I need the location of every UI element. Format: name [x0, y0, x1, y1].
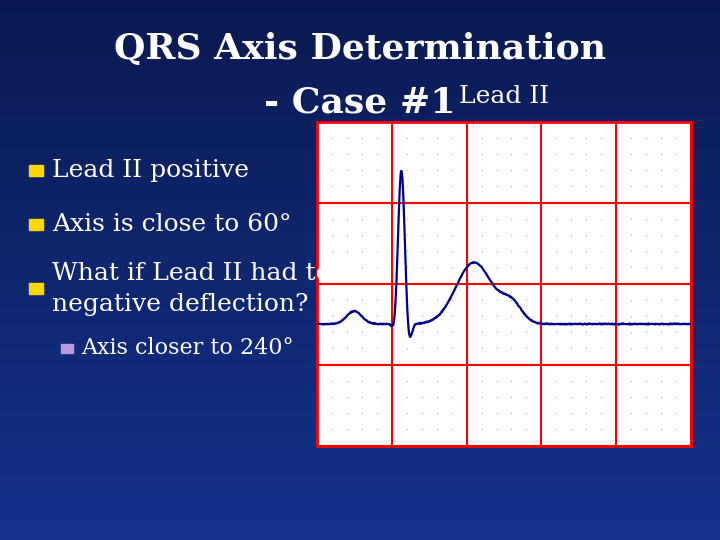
Text: Lead II: Lead II: [459, 85, 549, 108]
Text: Axis is close to 60°: Axis is close to 60°: [52, 213, 292, 235]
Bar: [29, 165, 43, 176]
Text: QRS Axis Determination: QRS Axis Determination: [114, 32, 606, 65]
Text: Lead II positive: Lead II positive: [52, 159, 249, 181]
Text: Axis closer to 240°: Axis closer to 240°: [81, 338, 294, 359]
Bar: [29, 284, 43, 294]
Text: What if Lead II had total
negative deflection?: What if Lead II had total negative defle…: [52, 262, 364, 315]
Bar: [61, 344, 73, 353]
Text: - Case #1: - Case #1: [264, 86, 456, 119]
Bar: [29, 219, 43, 230]
